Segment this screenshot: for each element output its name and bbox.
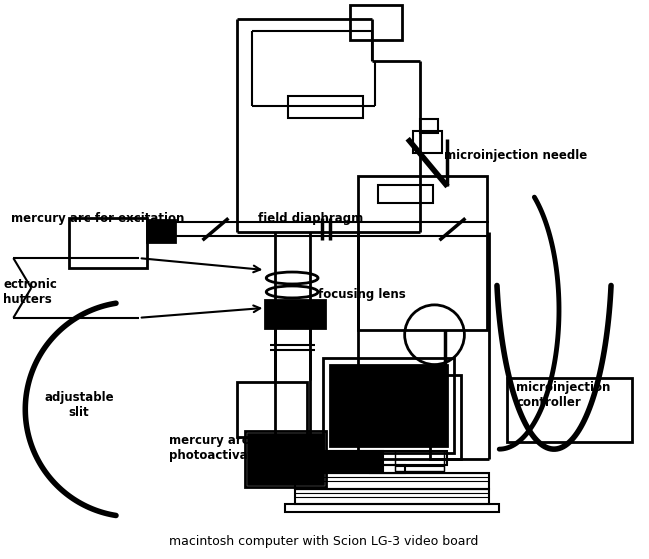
Bar	[330, 451, 447, 465]
Text: adjustable
slit: adjustable slit	[44, 391, 114, 419]
Text: microinjection needle: microinjection needle	[445, 149, 588, 162]
Bar	[413, 131, 443, 153]
Bar	[238, 382, 307, 437]
Bar	[420, 119, 437, 132]
Text: CCD: CCD	[441, 405, 450, 428]
Text: macintosh computer with Scion LG-3 video board: macintosh computer with Scion LG-3 video…	[169, 534, 479, 548]
Bar	[147, 220, 175, 242]
Text: focusing lens: focusing lens	[318, 288, 406, 301]
Bar	[378, 186, 432, 203]
Bar	[265, 300, 325, 328]
Bar	[323, 451, 383, 471]
Text: ectronic
hutters: ectronic hutters	[3, 278, 57, 306]
Bar	[295, 473, 489, 489]
Bar	[370, 465, 405, 473]
Bar	[323, 358, 454, 453]
Bar	[295, 489, 489, 504]
Bar	[395, 459, 445, 465]
Bar	[330, 364, 447, 446]
Bar	[288, 96, 363, 118]
Bar	[285, 504, 499, 512]
Bar	[245, 431, 326, 487]
Bar	[508, 377, 631, 442]
Text: mercury arc for
photoactivation: mercury arc for photoactivation	[169, 434, 273, 462]
Bar	[395, 451, 445, 471]
Bar	[430, 375, 461, 459]
Bar	[395, 466, 445, 472]
Text: microinjection
controller: microinjection controller	[516, 381, 611, 410]
Text: mercury arc for excitation: mercury arc for excitation	[11, 212, 185, 225]
Bar	[358, 176, 487, 330]
Bar	[69, 219, 147, 268]
Bar	[249, 434, 323, 484]
Text: field diaphragm: field diaphragm	[258, 212, 363, 225]
Bar	[350, 6, 402, 40]
